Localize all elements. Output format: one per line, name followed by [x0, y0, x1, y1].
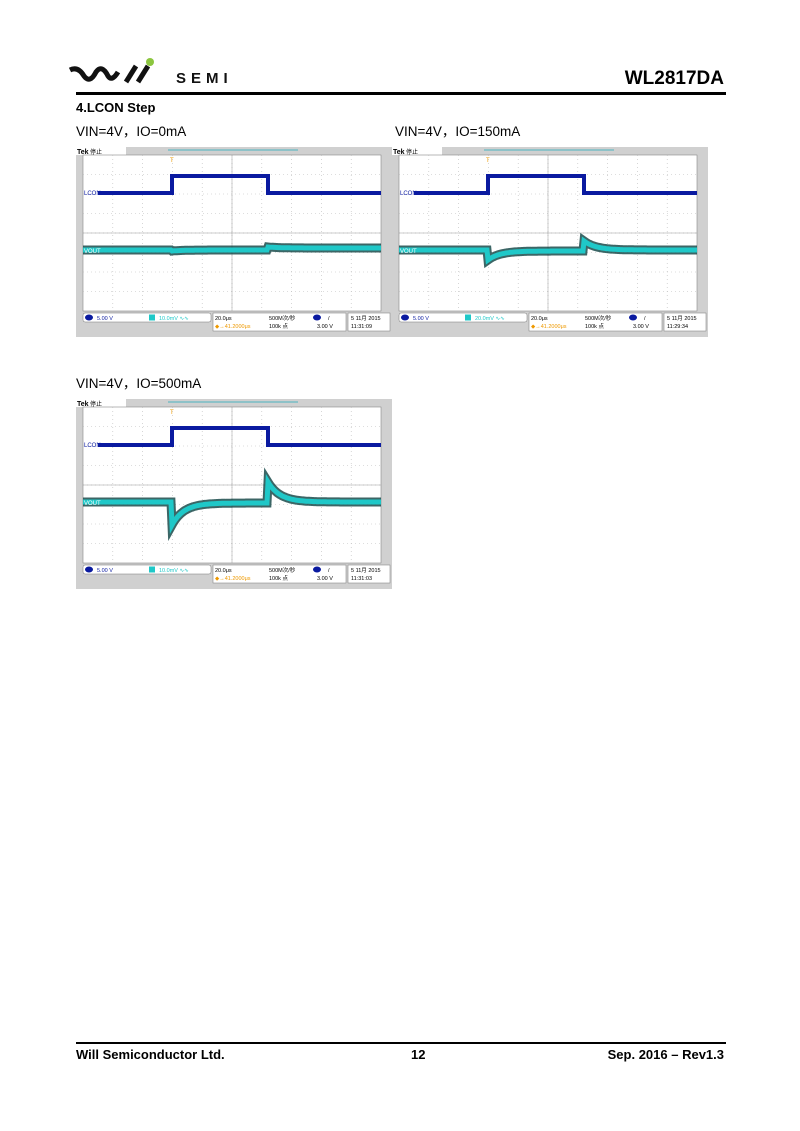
trigger-slope: /: [328, 568, 330, 574]
trigger-level: 3.00 V: [317, 324, 333, 330]
scope-caption: VIN=4V，IO=150mA: [395, 124, 521, 139]
will-semi-logo: [68, 58, 154, 84]
ch1-scale: 5.00 V: [97, 316, 113, 322]
datetime-readout: [347, 312, 391, 332]
ch1-scale: 5.00 V: [413, 316, 429, 322]
timebase: 20.0μs: [531, 316, 548, 322]
scope-brand: Tek: [393, 149, 405, 156]
acquisition-state: 停止: [90, 148, 102, 156]
scope-caption: VIN=4V，IO=500mA: [76, 376, 202, 391]
trigger-slope: /: [328, 316, 330, 322]
trigger-position: ◆→41.2000μs: [215, 324, 251, 330]
scope-caption: VIN=4V，IO=0mA: [76, 124, 187, 139]
datetime-readout: [663, 312, 707, 332]
ch2-badge: [149, 314, 155, 321]
status-bg: [76, 399, 126, 407]
footer-company: Will Semiconductor Ltd.: [76, 1047, 225, 1062]
ch2-badge: [149, 566, 155, 573]
scope-brand: Tek: [77, 401, 89, 408]
trigger-position: ◆→41.2000μs: [531, 324, 567, 330]
ch2-trace: [83, 473, 381, 534]
ch2-scale: 10.0mV ∿∿: [159, 316, 189, 322]
sample-rate: 500M次/秒: [269, 566, 296, 574]
date: 5 11月 2015: [667, 315, 697, 322]
channel-readout: [398, 312, 528, 323]
oscilloscope-capture: Tek 停止 T LCON VOUT 5.00 V 20.0mV ∿∿ 20.0μs ◆→41.…: [392, 147, 708, 337]
page-number: 12: [411, 1047, 426, 1062]
ch2-label: VOUT: [84, 249, 101, 255]
scope-brand: Tek: [77, 149, 89, 156]
ch1-trace: [98, 426, 381, 447]
section-title: 4.LCON Step: [76, 100, 156, 115]
date: 5 11月 2015: [351, 315, 381, 322]
status-bg: [392, 147, 442, 155]
datetime-readout: [347, 564, 391, 584]
time: 11:31:09: [351, 324, 372, 330]
trigger-level: 3.00 V: [633, 324, 649, 330]
ch1-label: LCON: [84, 191, 101, 197]
trigger-marker: T: [170, 410, 174, 416]
ch2-scale: 10.0mV ∿∿: [159, 568, 189, 574]
trigger-source-badge: [313, 566, 321, 573]
ch1-trace: [98, 174, 381, 195]
ch1-badge: [401, 314, 409, 321]
trigger-position: ◆→41.2000μs: [215, 576, 251, 582]
channel-readout: [82, 564, 212, 575]
part-number: WL2817DA: [624, 68, 724, 89]
time: 11:29:34: [667, 324, 688, 330]
horizontal-readout: [212, 564, 347, 584]
ch1-trace: [414, 174, 697, 195]
logo-text: SEMI: [176, 70, 233, 87]
trigger-marker: T: [170, 158, 174, 164]
timebase: 20.0μs: [215, 316, 232, 322]
timebase: 20.0μs: [215, 568, 232, 574]
acquisition-state: 停止: [406, 148, 418, 156]
ch2-badge: [465, 314, 471, 321]
record-length: 100k 点: [269, 575, 288, 582]
trigger-marker: T: [486, 158, 490, 164]
record-length: 100k 点: [585, 323, 604, 330]
status-bg: [76, 147, 126, 155]
header-divider: [76, 92, 726, 95]
ch2-trace: [83, 244, 381, 254]
sample-rate: 500M次/秒: [585, 314, 612, 322]
channel-readout: [82, 312, 212, 323]
ch2-label: VOUT: [400, 249, 417, 255]
oscilloscope-capture: Tek 停止 T LCON VOUT 5.00 V 10.0mV ∿∿ 20.0μs ◆→41.…: [76, 399, 392, 589]
trigger-slope: /: [644, 316, 646, 322]
time: 11:31:03: [351, 576, 372, 582]
sample-rate: 500M次/秒: [269, 314, 296, 322]
acquisition-state: 停止: [90, 400, 102, 408]
footer-divider: [76, 1042, 726, 1044]
ch1-label: LCON: [400, 191, 417, 197]
trigger-source-badge: [629, 314, 637, 321]
oscilloscope-capture: Tek 停止 T LCON VOUT 5.00 V 10.0mV ∿∿ 20.0μs ◆→41.…: [76, 147, 392, 337]
ch1-label: LCON: [84, 443, 101, 449]
ch2-trace: [399, 236, 697, 265]
horizontal-readout: [528, 312, 663, 332]
record-length: 100k 点: [269, 323, 288, 330]
ch1-scale: 5.00 V: [97, 568, 113, 574]
ch2-label: VOUT: [84, 501, 101, 507]
horizontal-readout: [212, 312, 347, 332]
trigger-source-badge: [313, 314, 321, 321]
ch2-scale: 20.0mV ∿∿: [475, 316, 505, 322]
ch1-badge: [85, 566, 93, 573]
ch1-badge: [85, 314, 93, 321]
trigger-level: 3.00 V: [317, 576, 333, 582]
date: 5 11月 2015: [351, 567, 381, 574]
footer-revision: Sep. 2016 – Rev1.3: [607, 1047, 724, 1062]
